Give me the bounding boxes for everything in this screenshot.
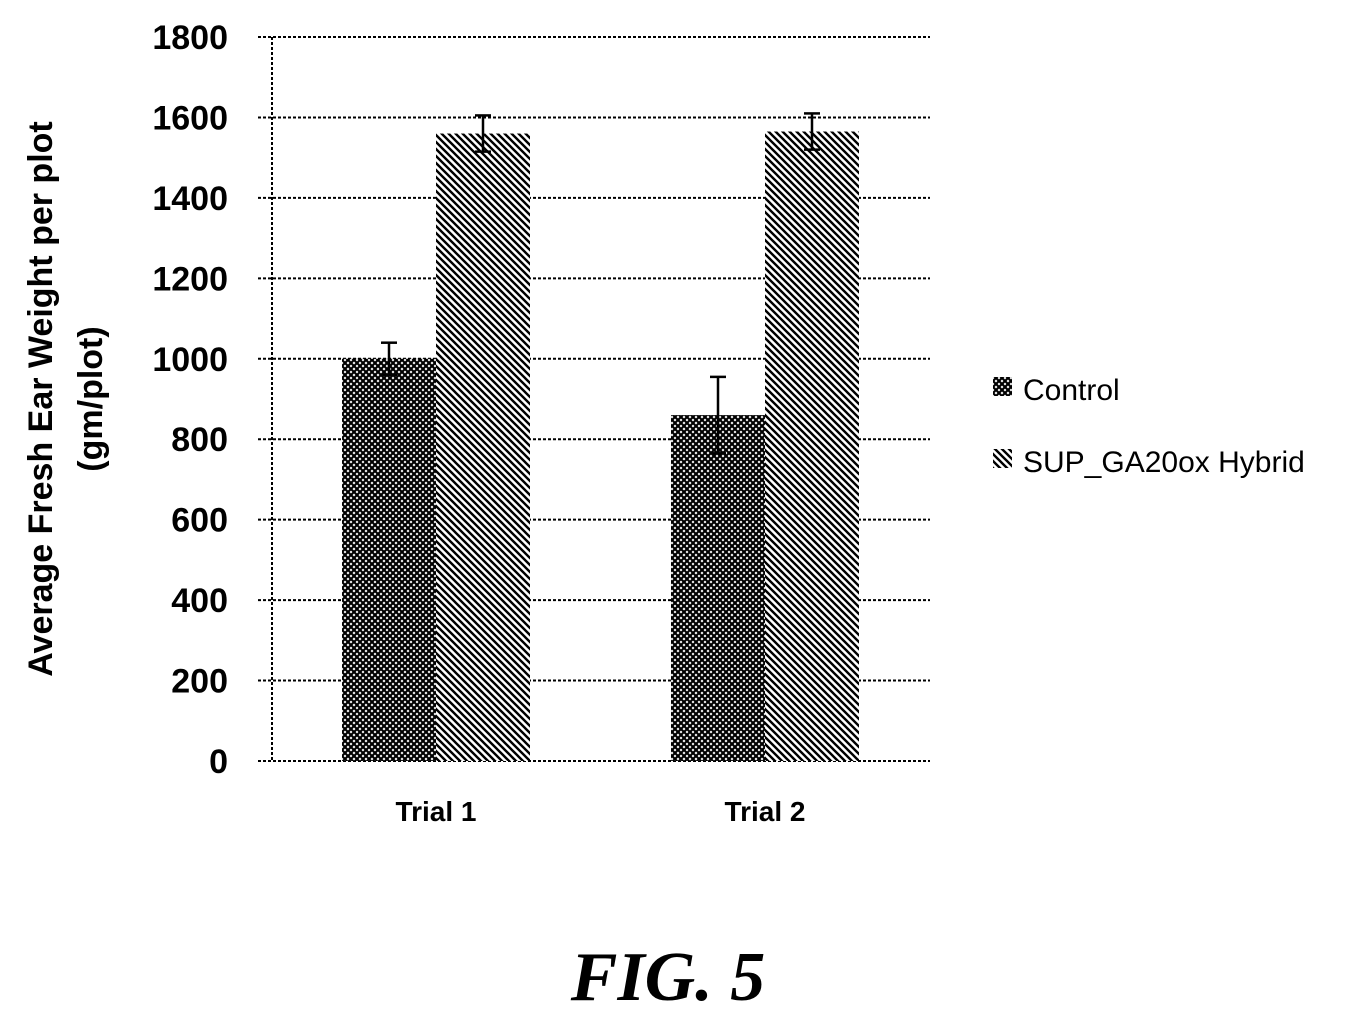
legend-swatch-control [993,377,1012,396]
y-tick-label-200: 200 [171,663,228,701]
figure-caption: FIG. 5 [570,939,765,1016]
x-category-label-2: Trial 2 [725,796,806,827]
bar-hybrid-1 [436,133,530,762]
y-axis-ticks: 0 200 400 600 800 1000 1200 1400 1600 1800 [152,19,228,781]
bar-control-1 [342,358,436,761]
x-axis-categories: Trial 1 Trial 2 [396,796,806,827]
legend: Control SUP_GA20ox Hybrid [993,374,1305,479]
y-tick-label-1800: 1800 [152,19,228,57]
y-tick-label-1600: 1600 [152,99,228,137]
y-tick-label-0: 0 [209,743,228,781]
bar-hybrid-2 [765,131,859,761]
y-tick-label-1200: 1200 [152,260,228,298]
legend-label-hybrid: SUP_GA20ox Hybrid [1023,446,1305,479]
error-bars [381,112,820,455]
y-axis-title-line1: Average Fresh Ear Weight per plot [22,121,60,676]
bars [342,131,859,762]
legend-label-control: Control [1023,374,1120,407]
y-tick-label-1400: 1400 [152,180,228,218]
y-tick-label-600: 600 [171,502,228,540]
bar-control-2 [671,415,765,761]
y-tick-label-1000: 1000 [152,341,228,379]
y-tick-label-400: 400 [171,582,228,620]
legend-swatch-hybrid [993,449,1012,468]
y-tick-label-800: 800 [171,421,228,459]
y-axis-title: Average Fresh Ear Weight per plot (gm/pl… [22,121,110,676]
y-axis-title-line2: (gm/plot) [72,326,110,471]
x-category-label-1: Trial 1 [396,796,477,827]
